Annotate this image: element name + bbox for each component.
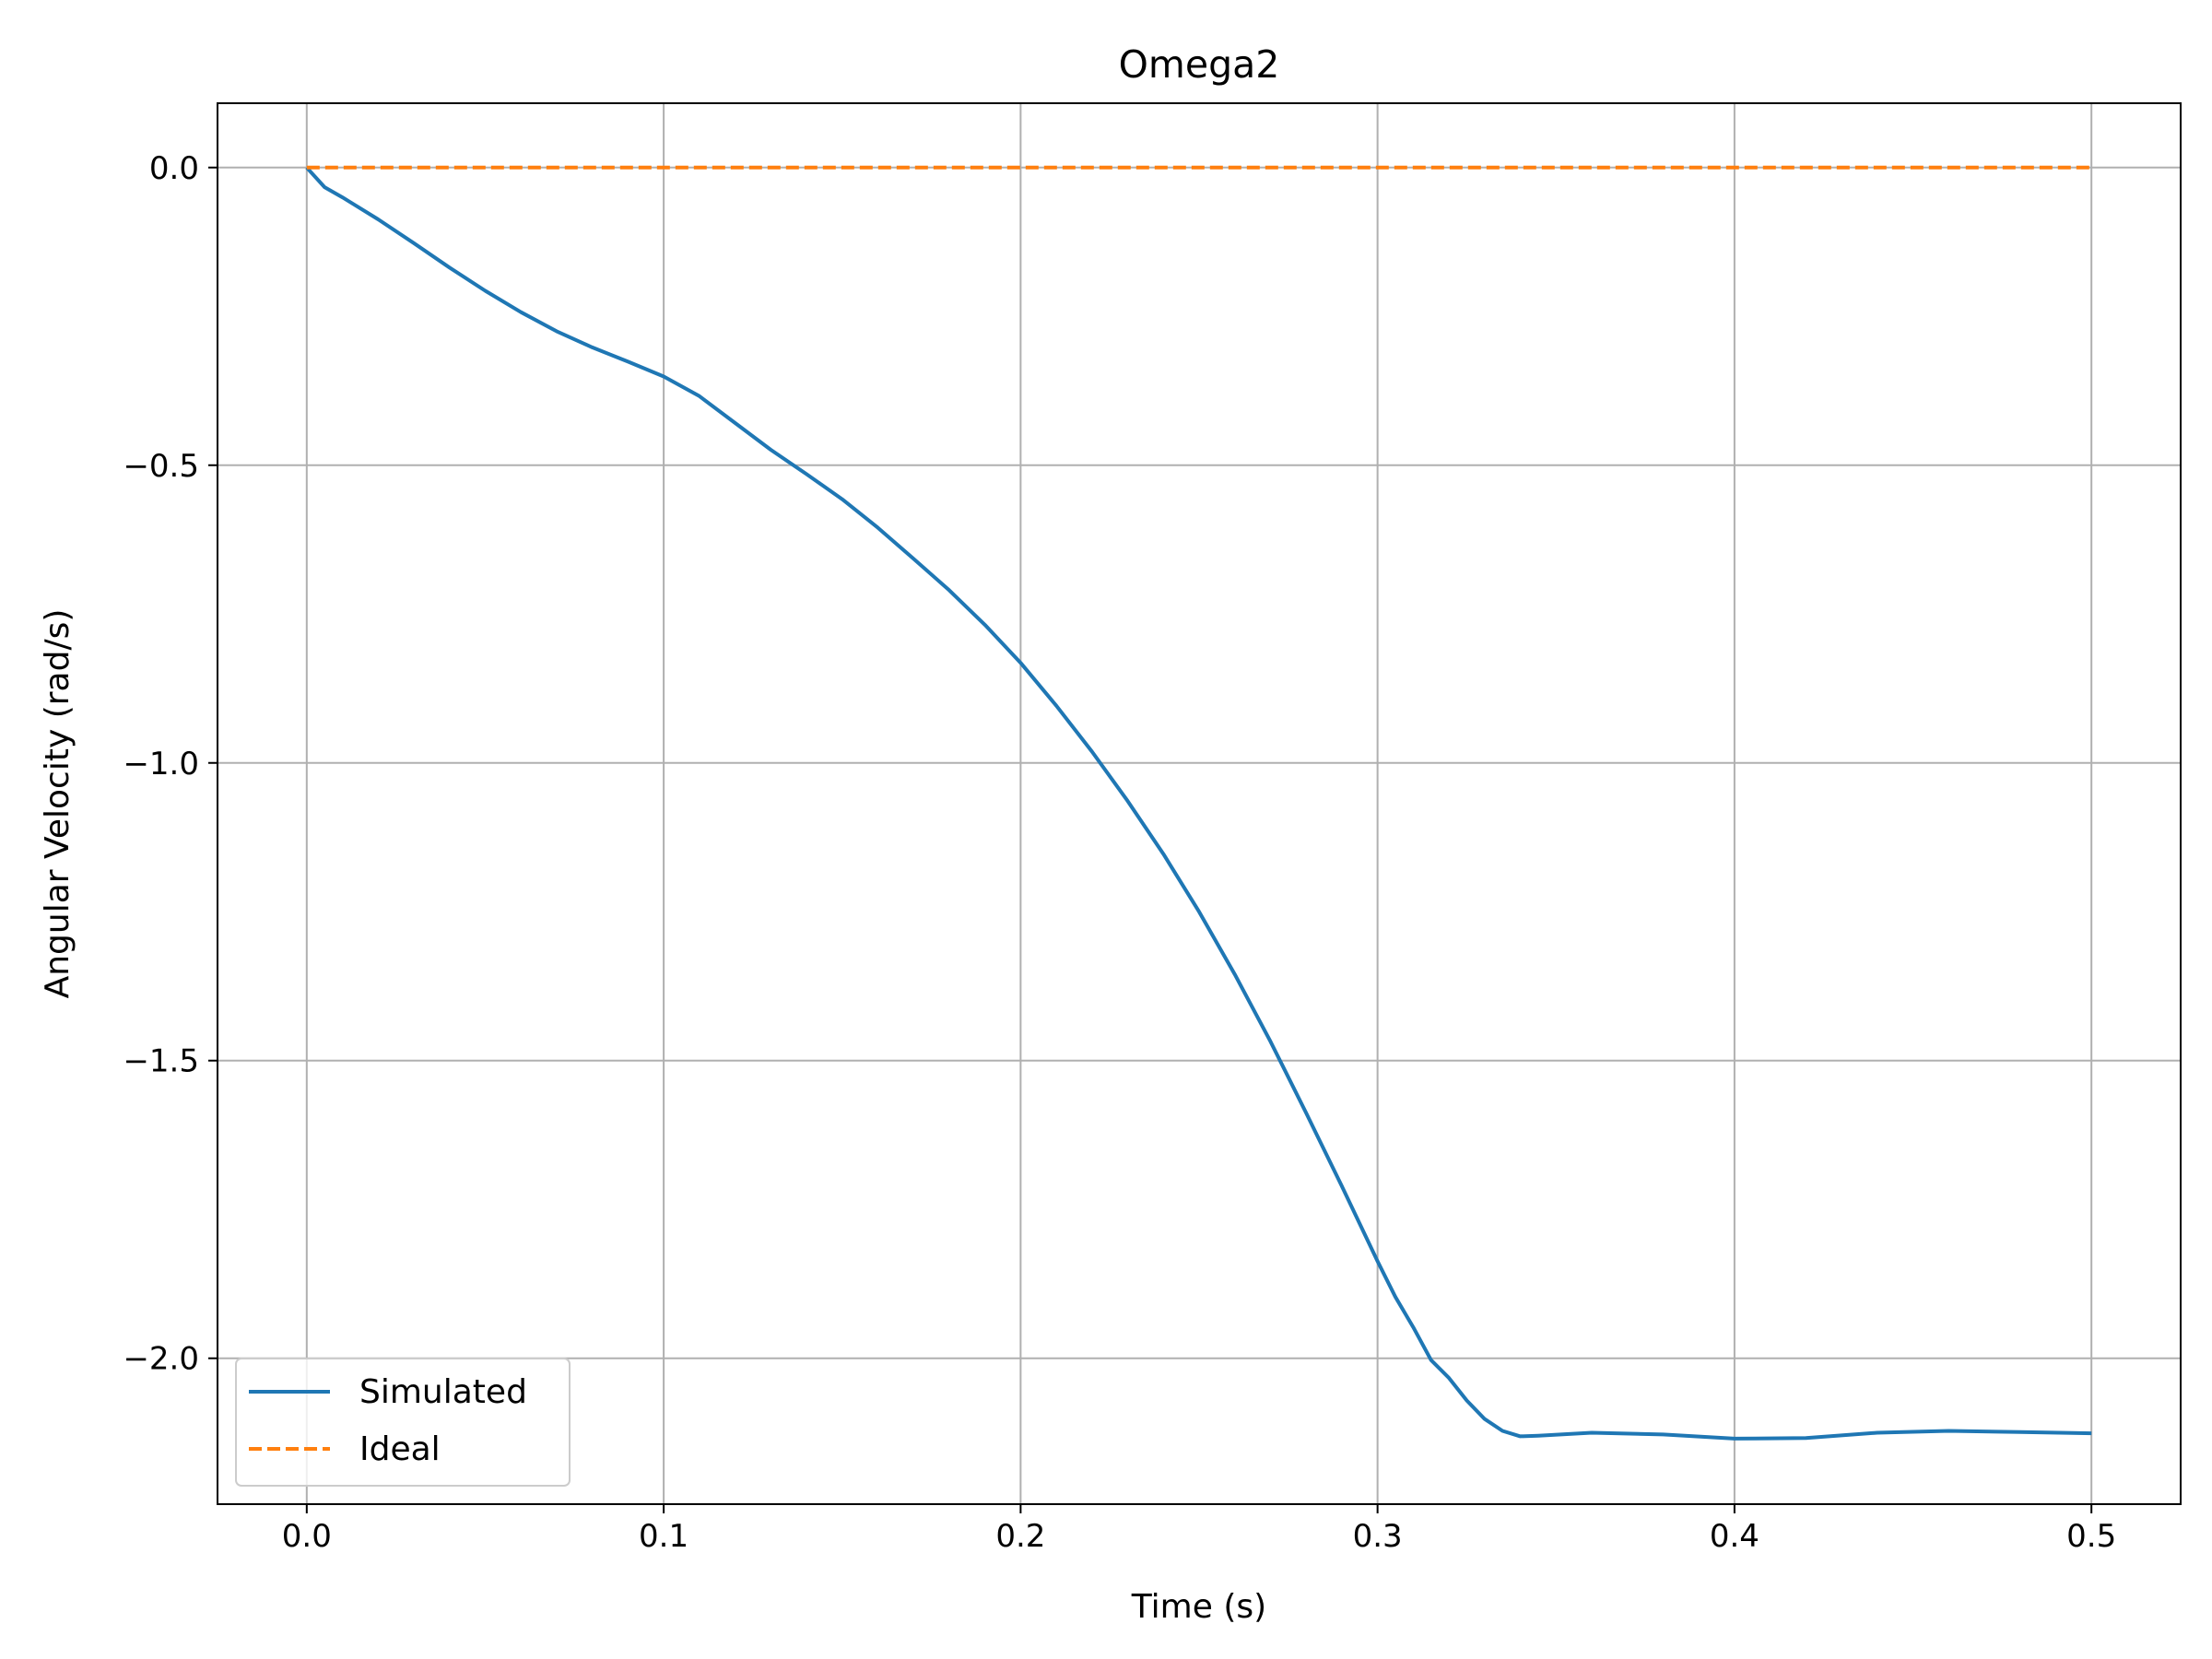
axis-ticks: 0.0 0.1 0.2 0.3 0.4 0.5 0.0 −0.5 −1.0 −1.5 −2.0: [123, 150, 2116, 1555]
y-tick-label: 0.0: [149, 150, 199, 187]
x-tick-label: 0.5: [2066, 1518, 2116, 1555]
legend-label-ideal: Ideal: [359, 1430, 441, 1468]
y-tick-label: −1.0: [123, 746, 199, 782]
x-tick-label: 0.3: [1353, 1518, 1403, 1555]
x-tick-label: 0.1: [639, 1518, 688, 1555]
series-line-simulated: [305, 166, 2092, 1441]
x-tick-label: 0.4: [1710, 1518, 1759, 1555]
legend-label-simulated: Simulated: [359, 1373, 527, 1411]
series-group: [305, 165, 2092, 1441]
x-axis-label: Time (s): [1131, 1588, 1266, 1626]
y-tick-label: −0.5: [123, 448, 199, 485]
y-axis-label: Angular Velocity (rad/s): [39, 609, 76, 999]
y-tick-label: −1.5: [123, 1043, 199, 1080]
grid-lines: [218, 103, 2181, 1504]
x-tick-label: 0.0: [282, 1518, 332, 1555]
x-tick-label: 0.2: [995, 1518, 1045, 1555]
chart-title: Omega2: [1119, 42, 1280, 87]
plot-area-frame: [217, 102, 2182, 1505]
legend: Simulated Ideal: [235, 1358, 571, 1487]
y-tick-label: −2.0: [123, 1341, 199, 1378]
